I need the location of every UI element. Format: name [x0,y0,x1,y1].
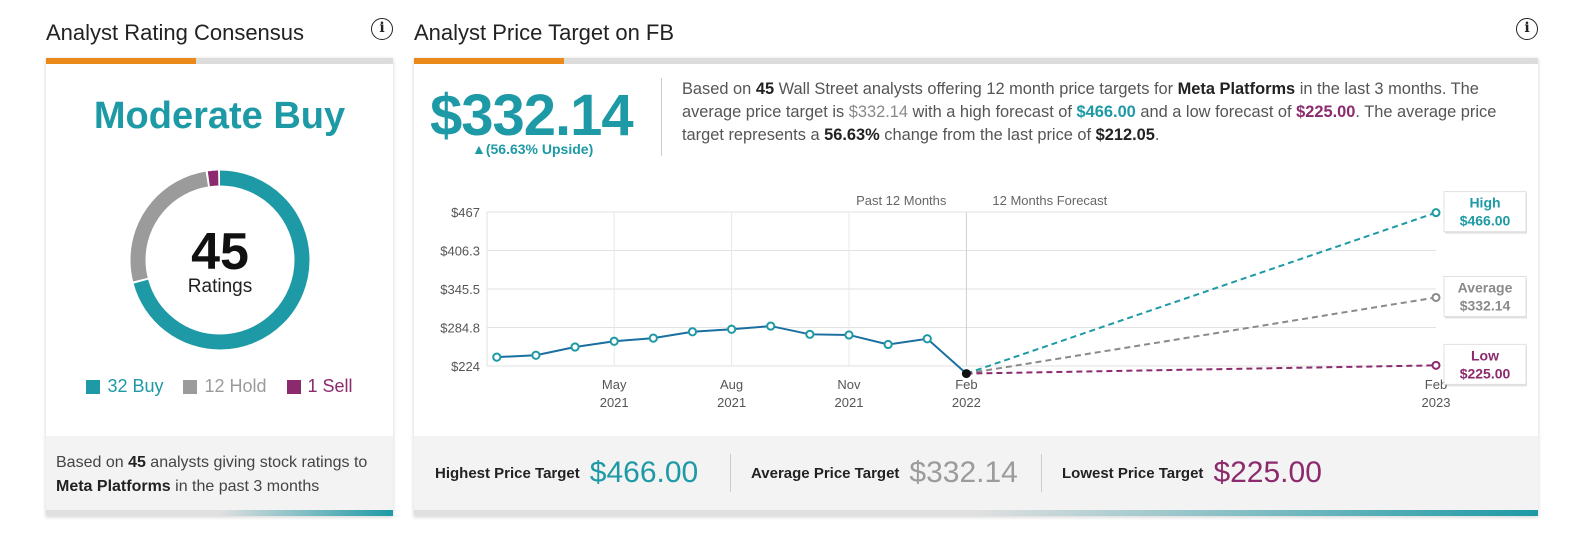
x-tick-year: 2022 [952,395,981,410]
x-tick-month: May [602,377,627,392]
donut-slice-buy [130,170,310,350]
price-target-chart: $467 $406.3 $345.5 $284.8 $224 May 2021 Aug 2021… [440,191,1527,410]
legend-hold: 12 Hold [183,376,267,397]
x-tick-month: Feb [955,377,977,392]
consensus-rating: Moderate Buy [93,95,346,137]
rating-bottom-bar [46,510,393,516]
history-point [766,321,776,331]
y-tick-label: $345.5 [440,282,480,297]
target-tab-bar [414,58,1538,64]
forecast-point-low [1431,360,1441,370]
target-panel-title: Analyst Price Target on FB [414,20,675,45]
x-tick-month: Nov [837,377,861,392]
forecast-line-low [966,364,1437,375]
info-icon[interactable]: i [1516,18,1538,40]
history-point [883,339,893,350]
x-tick-year: 2023 [1422,395,1451,410]
price-target-summary: Based on 45 Wall Street analysts offerin… [682,80,1497,144]
target-bottom-bar [414,510,1538,516]
forecast-label-box-low [1443,343,1527,385]
rating-footer-text: Based on 45 analysts giving stock rating… [46,436,393,510]
forecast-line-high [966,211,1437,375]
forecast-label-value-average: $332.14 [1460,297,1511,313]
forecast-label-name-high: High [1469,195,1500,211]
lowest-price-target: Lowest Price Target $225.00 [1062,456,1322,489]
upside-percent: ▲(56.63% Upside) [472,141,594,157]
forecast-point-high [1431,208,1441,218]
rating-panel-title: Analyst Rating Consensus [46,20,305,45]
y-tick-label: $284.8 [440,321,480,336]
section-label-forecast: 12 Months Forecast [992,193,1107,208]
forecast-label-name-average: Average [1458,279,1513,295]
forecast-label-value-high: $466.00 [1460,213,1511,229]
rating-card: Moderate Buy 45 Ratings 32 Buy 12 Hold 1… [46,58,393,516]
legend-buy: 32 Buy [86,376,163,397]
forecast-label-value-low: $225.00 [1460,365,1511,381]
x-tick-year: 2021 [835,395,864,410]
section-label-past: Past 12 Months [856,193,947,208]
history-point [922,334,932,344]
x-tick-month: Aug [720,377,743,392]
y-tick-label: $467 [451,205,480,220]
forecast-line-average [966,296,1437,375]
history-point [609,336,619,346]
ratings-legend: 32 Buy 12 Hold 1 Sell [46,376,393,397]
average-price-target-footer: Average Price Target $332.14 [751,456,1018,489]
history-point [805,329,815,339]
history-point [726,324,737,334]
legend-sell: 1 Sell [286,376,353,397]
y-tick-label: $406.3 [440,244,480,259]
ratings-total-label: Ratings [188,276,252,297]
last-price-point [961,369,971,379]
x-tick-year: 2021 [600,395,629,410]
forecast-point-average [1431,292,1441,302]
highest-price-target: Highest Price Target $466.00 [435,456,699,489]
rating-tab-bar [46,58,393,64]
ratings-total: 45 [191,223,249,281]
history-point [570,342,580,352]
donut-slice-hold [130,170,310,350]
history-point [648,333,658,343]
history-point [531,350,541,360]
ratings-donut-chart: 45 Ratings [130,170,310,350]
info-icon[interactable]: i [371,18,393,40]
x-tick-year: 2021 [717,395,746,410]
history-point [687,327,698,337]
average-price-target: $332.14 [430,83,634,148]
forecast-label-box-average [1443,275,1527,317]
history-point [492,352,502,362]
forecast-label-box-high [1443,191,1527,233]
forecast-label-name-low: Low [1471,347,1499,363]
y-tick-label: $224 [451,359,480,374]
x-tick-month: Feb [1425,377,1447,392]
history-point [844,330,854,340]
price-target-card: $332.14 ▲(56.63% Upside) Based on 45 Wal… [414,58,1538,516]
price-target-footer: Highest Price Target $466.00 Average Pri… [414,436,1538,510]
